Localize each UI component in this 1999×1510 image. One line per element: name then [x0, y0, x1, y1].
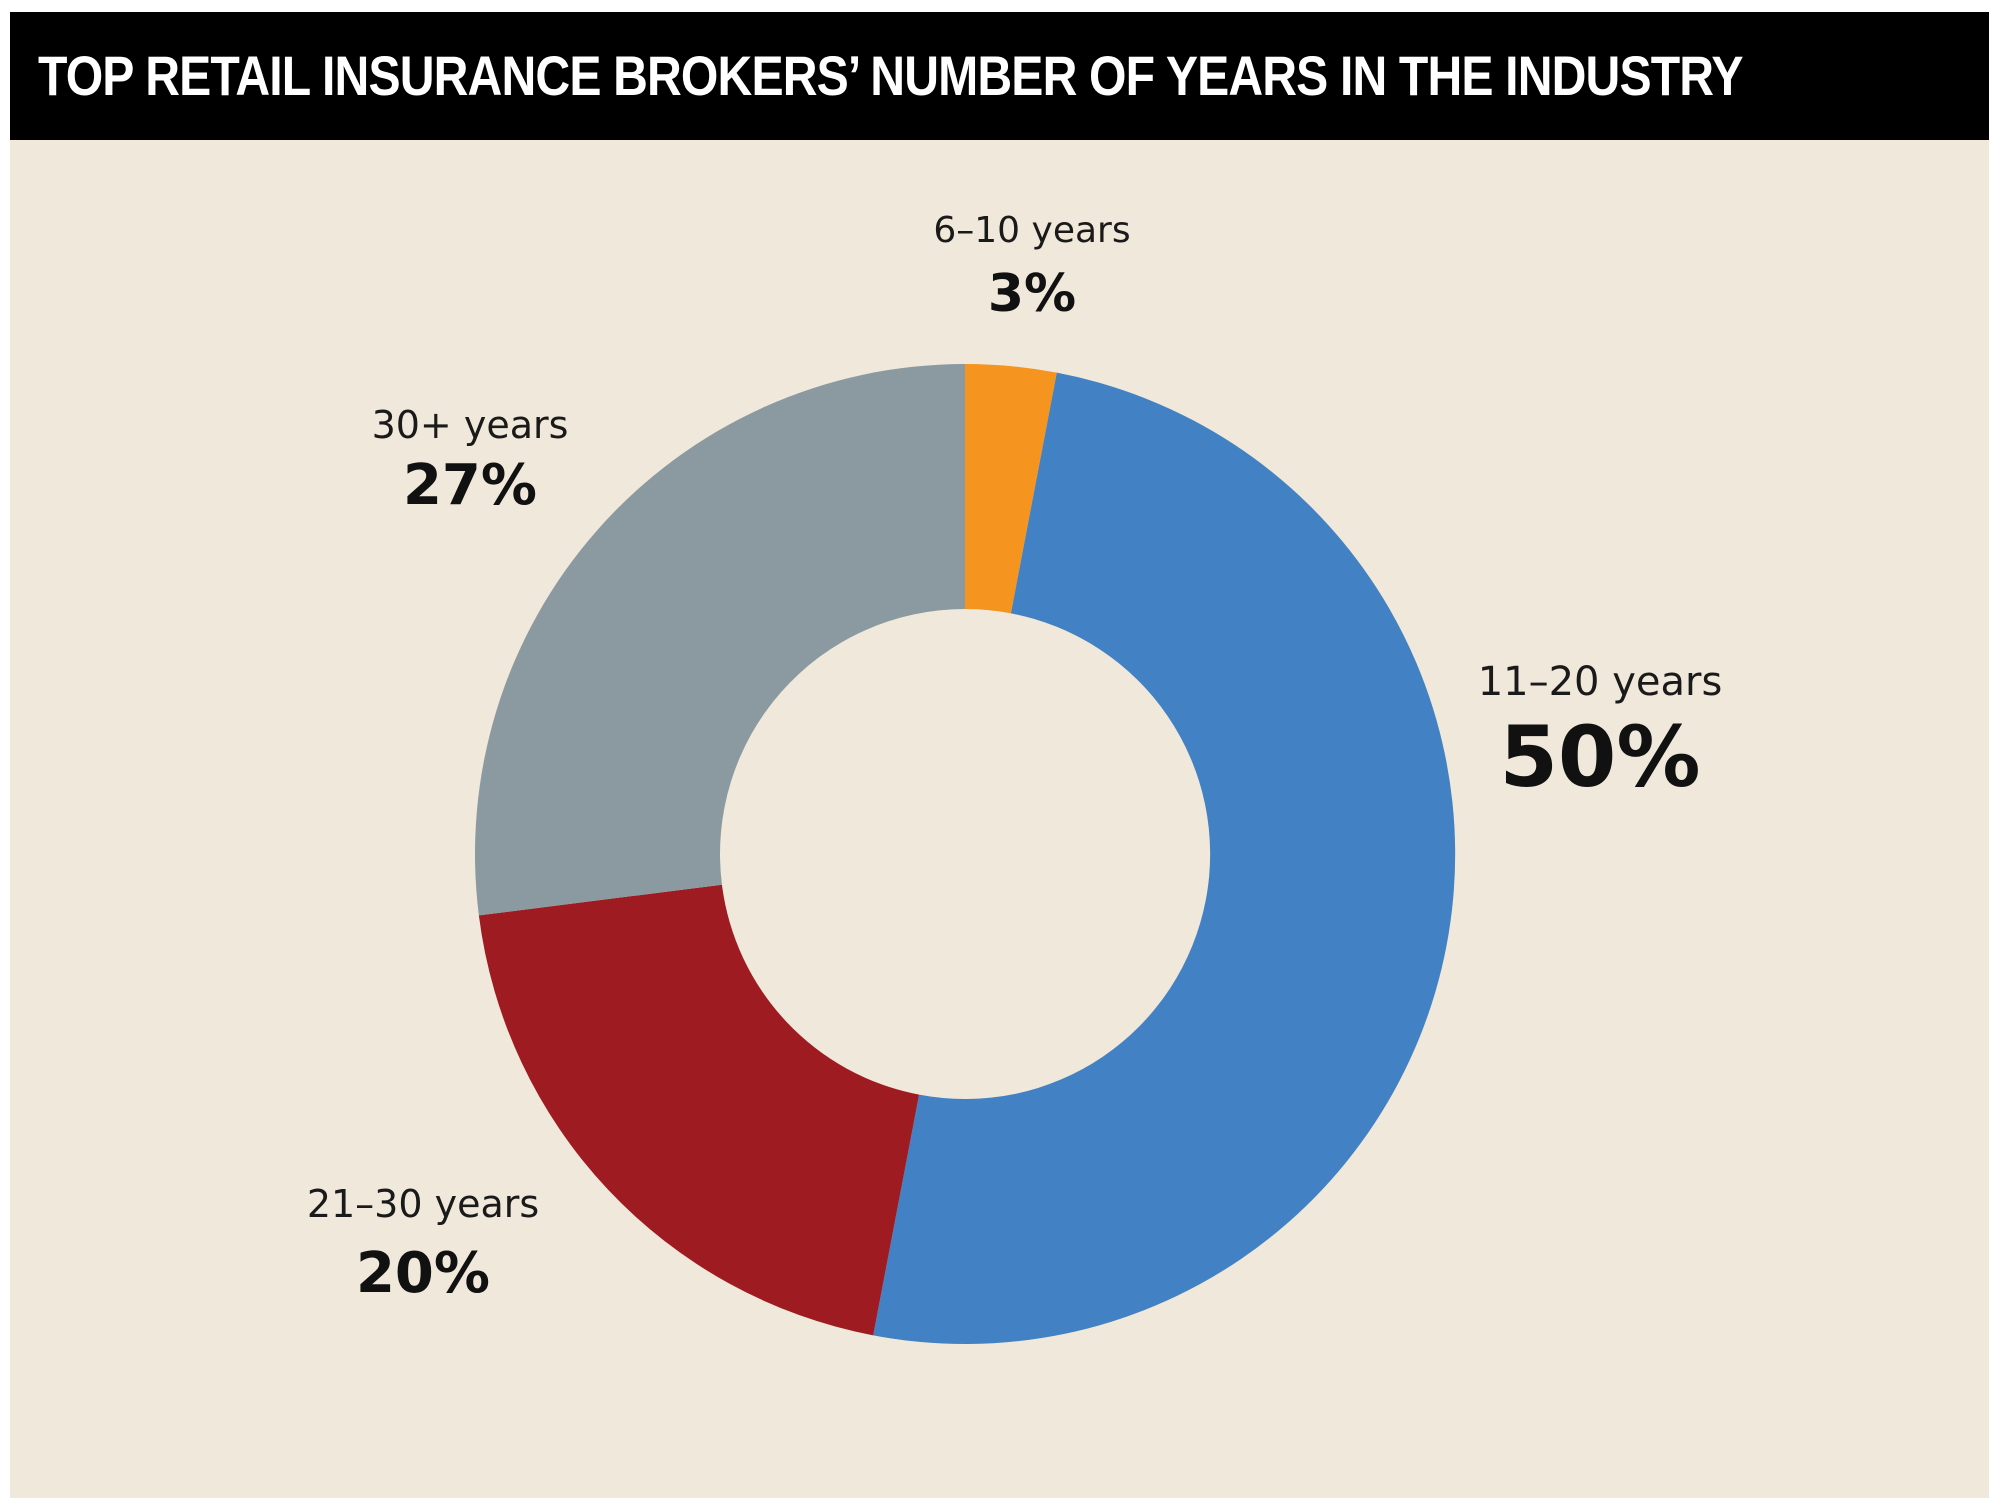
- slice-label-3: 30+ years: [372, 403, 569, 447]
- slice-label-0: 6–10 years: [933, 210, 1130, 251]
- slice-value-3: 27%: [403, 453, 537, 518]
- donut-slice-2: [478, 884, 920, 1336]
- slice-label-1: 11–20 years: [1478, 659, 1723, 705]
- donut-slice-1: [873, 372, 1456, 1345]
- slice-value-2: 20%: [356, 1241, 490, 1306]
- slice-label-2: 21–30 years: [307, 1182, 539, 1226]
- chart-header: TOP RETAIL INSURANCE BROKERS’ NUMBER OF …: [10, 12, 1989, 140]
- chart-root: TOP RETAIL INSURANCE BROKERS’ NUMBER OF …: [10, 12, 1989, 1498]
- donut-slice-3: [474, 364, 965, 916]
- slice-value-1: 50%: [1499, 708, 1700, 806]
- slice-value-0: 3%: [988, 264, 1076, 324]
- donut-slice-0: [965, 364, 1057, 614]
- chart-title: TOP RETAIL INSURANCE BROKERS’ NUMBER OF …: [38, 44, 1744, 107]
